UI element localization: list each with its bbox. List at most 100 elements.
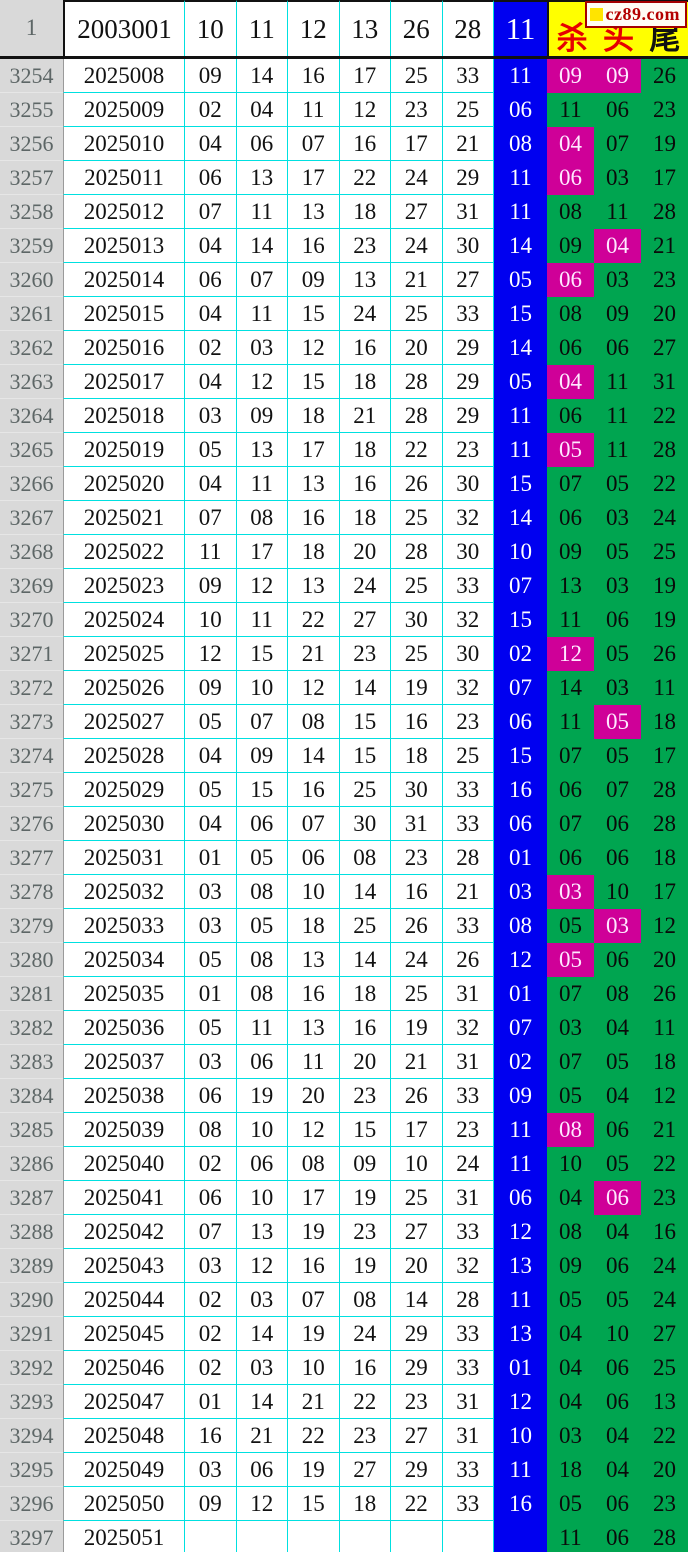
red-ball-6: 23 <box>442 433 494 467</box>
red-ball-6: 28 <box>442 841 494 875</box>
red-ball-1: 09 <box>185 569 237 603</box>
extra-wei: 28 <box>641 773 688 807</box>
extra-tou: 11 <box>594 399 641 433</box>
label-tou: 头 <box>602 21 634 56</box>
blue-ball: 11 <box>494 433 547 467</box>
red-ball-5: 25 <box>391 569 443 603</box>
red-ball-2: 11 <box>236 467 288 501</box>
table-row: 3284 2025038 06 19 20 23 26 33 09 05 04 12 <box>0 1079 688 1113</box>
table-row: 3264 2025018 03 09 18 21 28 29 11 06 11 22 <box>0 399 688 433</box>
extra-wei: 17 <box>641 875 688 909</box>
row-period: 2025018 <box>63 399 185 433</box>
row-serial: 3264 <box>0 399 63 433</box>
extra-sha: 06 <box>547 161 594 195</box>
extra-sha: 13 <box>547 569 594 603</box>
extra-wei: 31 <box>641 365 688 399</box>
row-period: 2025026 <box>63 671 185 705</box>
blue-ball: 02 <box>494 1045 547 1079</box>
red-ball-4: 22 <box>339 1385 391 1419</box>
extra-wei: 28 <box>641 433 688 467</box>
extra-wei: 11 <box>641 1011 688 1045</box>
red-ball-6: 31 <box>442 1385 494 1419</box>
extra-tou: 05 <box>594 1147 641 1181</box>
extra-sha: 05 <box>547 433 594 467</box>
red-ball-1: 12 <box>185 637 237 671</box>
extra-tou: 06 <box>594 841 641 875</box>
red-ball-1: 05 <box>185 773 237 807</box>
row-period: 2025030 <box>63 807 185 841</box>
extra-tou: 11 <box>594 365 641 399</box>
extra-tou: 04 <box>594 1453 641 1487</box>
red-ball-1: 03 <box>185 399 237 433</box>
red-ball-5: 25 <box>391 977 443 1011</box>
row-period: 2025035 <box>63 977 185 1011</box>
red-ball-2: 04 <box>236 93 288 127</box>
extra-wei: 23 <box>641 263 688 297</box>
extra-sha: 03 <box>547 875 594 909</box>
header-row-label: 1 <box>0 0 63 56</box>
row-period: 2025016 <box>63 331 185 365</box>
red-ball-4: 21 <box>339 399 391 433</box>
red-ball-1: 04 <box>185 229 237 263</box>
extra-wei: 26 <box>641 977 688 1011</box>
extra-wei: 23 <box>641 93 688 127</box>
extra-sha: 12 <box>547 637 594 671</box>
red-ball-6: 32 <box>442 1011 494 1045</box>
table-row: 3294 2025048 16 21 22 23 27 31 10 03 04 22 <box>0 1419 688 1453</box>
red-ball-3: 13 <box>288 943 340 977</box>
red-ball-3: 14 <box>288 739 340 773</box>
red-ball-3: 18 <box>288 399 340 433</box>
extra-sha: 07 <box>547 1045 594 1079</box>
extra-wei: 12 <box>641 909 688 943</box>
red-ball-1: 07 <box>185 195 237 229</box>
blue-ball: 12 <box>494 1215 547 1249</box>
cz89-logo[interactable]: cz89.com <box>584 1 687 28</box>
blue-ball: 11 <box>494 1147 547 1181</box>
red-ball-4: 08 <box>339 1283 391 1317</box>
red-ball-6: 32 <box>442 1249 494 1283</box>
red-ball-2: 13 <box>236 161 288 195</box>
row-serial: 3287 <box>0 1181 63 1215</box>
red-ball-6: 29 <box>442 365 494 399</box>
table-row: 3297 2025051 11 06 28 <box>0 1521 688 1552</box>
extra-wei: 18 <box>641 841 688 875</box>
red-ball-2: 05 <box>236 841 288 875</box>
header-num-4: 13 <box>339 0 391 56</box>
red-ball-1: 04 <box>185 365 237 399</box>
red-ball-2 <box>236 1521 288 1552</box>
extra-sha: 10 <box>547 1147 594 1181</box>
extra-tou: 07 <box>594 773 641 807</box>
row-serial: 3271 <box>0 637 63 671</box>
extra-wei: 22 <box>641 1147 688 1181</box>
red-ball-2: 14 <box>236 1317 288 1351</box>
red-ball-5: 30 <box>391 603 443 637</box>
extra-wei: 22 <box>641 1419 688 1453</box>
red-ball-3: 16 <box>288 773 340 807</box>
red-ball-1: 03 <box>185 875 237 909</box>
red-ball-3: 16 <box>288 229 340 263</box>
blue-ball: 05 <box>494 365 547 399</box>
blue-ball: 07 <box>494 569 547 603</box>
row-period: 2025009 <box>63 93 185 127</box>
extra-sha: 07 <box>547 467 594 501</box>
extra-sha: 04 <box>547 1385 594 1419</box>
red-ball-4: 15 <box>339 1113 391 1147</box>
table-row: 3277 2025031 01 05 06 08 23 28 01 06 06 18 <box>0 841 688 875</box>
blue-ball: 16 <box>494 1487 547 1521</box>
table-row: 3279 2025033 03 05 18 25 26 33 08 05 03 12 <box>0 909 688 943</box>
red-ball-2: 12 <box>236 569 288 603</box>
red-ball-6: 32 <box>442 501 494 535</box>
red-ball-6: 33 <box>442 569 494 603</box>
extra-sha: 11 <box>547 1521 594 1552</box>
extra-tou: 06 <box>594 1521 641 1552</box>
red-ball-2: 06 <box>236 1453 288 1487</box>
extra-sha: 06 <box>547 331 594 365</box>
row-serial: 3257 <box>0 161 63 195</box>
extra-wei: 23 <box>641 1181 688 1215</box>
red-ball-3: 15 <box>288 297 340 331</box>
red-ball-2: 09 <box>236 739 288 773</box>
row-serial: 3268 <box>0 535 63 569</box>
row-period: 2025012 <box>63 195 185 229</box>
extra-tou: 04 <box>594 1419 641 1453</box>
row-serial: 3293 <box>0 1385 63 1419</box>
